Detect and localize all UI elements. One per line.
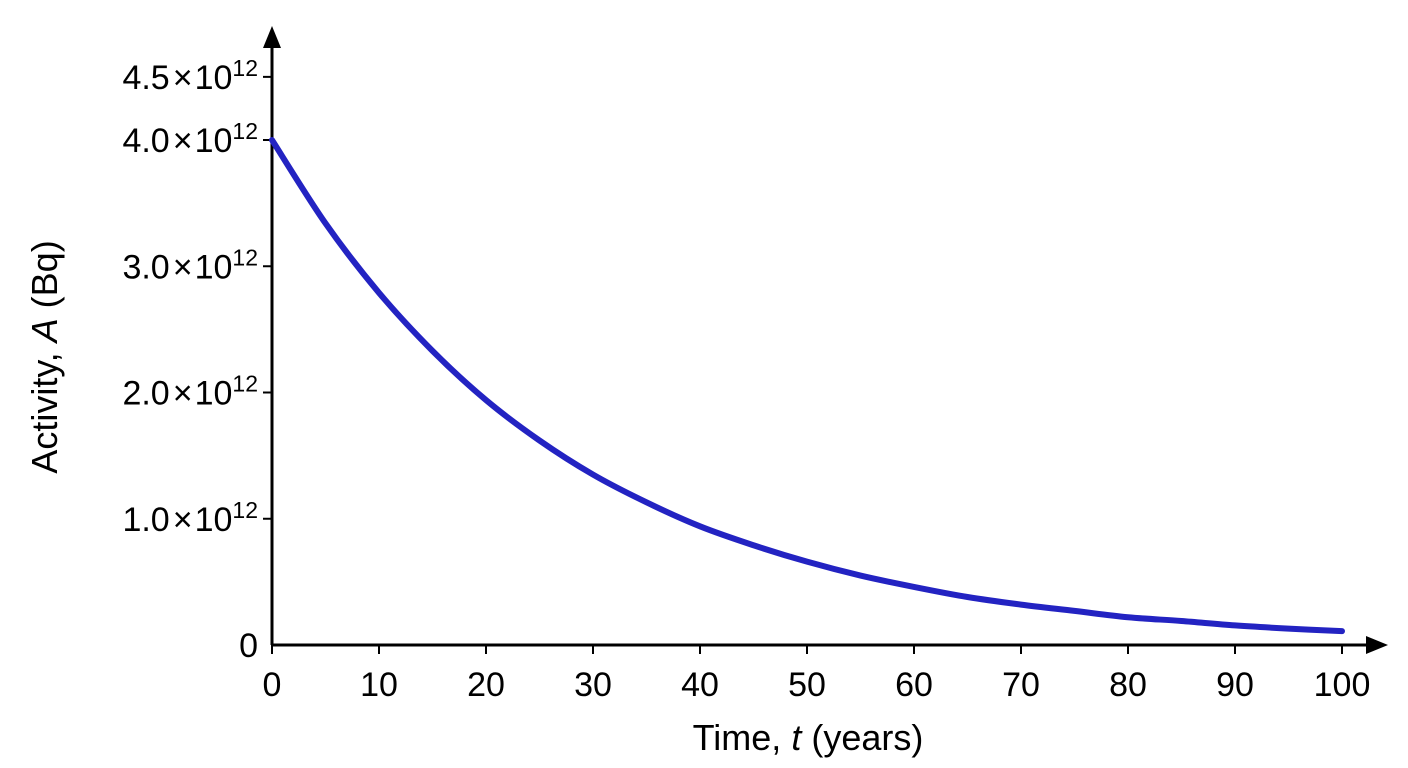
x-tick-label: 90	[1216, 666, 1254, 704]
x-tick-label: 80	[1109, 666, 1147, 704]
x-axis-label-var: t	[791, 717, 803, 758]
x-ticks: 0 10 20 30 40 50 60 70 80 90 100	[263, 645, 1371, 704]
y-tick-label: 4.0×1012	[122, 118, 258, 160]
x-axis-label: Time, t (years)	[693, 717, 924, 758]
x-tick-label: 20	[467, 666, 505, 704]
y-axis-label: Activity, A (Bq)	[24, 240, 65, 473]
y-ticks: 01.0×10122.0×10123.0×10124.0×10124.5×101…	[122, 55, 272, 665]
y-tick-mantissa: 3.0	[122, 248, 169, 286]
x-tick-label: 0	[263, 666, 282, 704]
y-tick-exponent: 12	[232, 118, 258, 144]
axes	[263, 26, 1388, 654]
y-tick-label: 3.0×1012	[122, 244, 258, 286]
x-tick-label: 100	[1314, 666, 1371, 704]
x-tick-label: 50	[788, 666, 826, 704]
x-tick-label: 60	[895, 666, 933, 704]
y-tick-exponent: 12	[232, 497, 258, 523]
y-tick-base: 10	[195, 59, 233, 97]
y-tick-label: 2.0×1012	[122, 371, 258, 413]
x-tick-label: 30	[574, 666, 612, 704]
y-tick-mantissa: 0	[239, 627, 258, 665]
y-tick-base: 10	[195, 501, 233, 539]
y-tick-mantissa: 4.5	[122, 59, 169, 97]
y-axis-label-prefix: Activity,	[24, 342, 65, 473]
y-tick-times: ×	[173, 375, 193, 413]
x-axis-label-prefix: Time,	[693, 717, 792, 758]
x-tick-label: 40	[681, 666, 719, 704]
y-tick-label: 1.0×1012	[122, 497, 258, 539]
series-layer	[269, 137, 1345, 635]
y-tick-base: 10	[195, 375, 233, 413]
y-tick-base: 10	[195, 248, 233, 286]
y-tick-exponent: 12	[232, 371, 258, 397]
y-tick-mantissa: 2.0	[122, 375, 169, 413]
y-tick-base: 10	[195, 122, 233, 160]
y-tick-mantissa: 1.0	[122, 501, 169, 539]
x-tick-label: 70	[1002, 666, 1040, 704]
y-axis-label-var: A	[24, 318, 65, 344]
y-axis-arrowhead	[263, 26, 281, 48]
y-tick-exponent: 12	[232, 55, 258, 81]
y-tick-times: ×	[173, 248, 193, 286]
y-tick-times: ×	[173, 59, 193, 97]
y-tick-mantissa: 4.0	[122, 122, 169, 160]
y-axis-label-suffix: (Bq)	[24, 240, 65, 318]
x-axis-arrowhead	[1366, 636, 1388, 654]
x-axis-label-suffix: (years)	[801, 717, 923, 758]
x-tick-label: 10	[360, 666, 398, 704]
y-tick-times: ×	[173, 122, 193, 160]
y-tick-exponent: 12	[232, 244, 258, 270]
y-tick-label: 4.5×1012	[122, 55, 258, 97]
activity-decay-line	[269, 137, 1345, 635]
y-tick-times: ×	[173, 501, 193, 539]
y-tick-label: 0	[239, 627, 258, 665]
